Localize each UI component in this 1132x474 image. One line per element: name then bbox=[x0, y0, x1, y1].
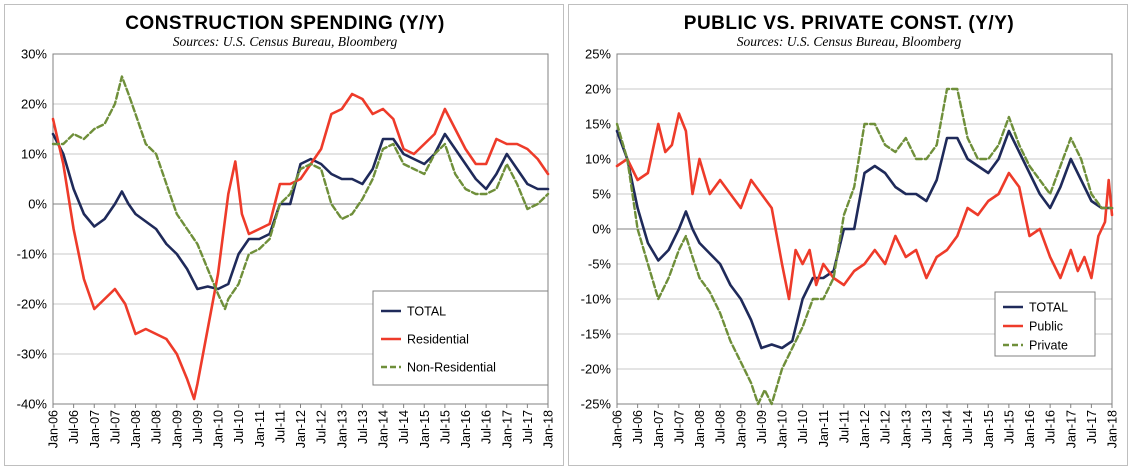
x-tick-label: Jul-15 bbox=[438, 410, 452, 444]
y-tick-label: -10% bbox=[17, 247, 48, 262]
y-tick-label: 20% bbox=[585, 82, 611, 97]
x-tick-label: Jan-12 bbox=[294, 410, 308, 448]
chart-subtitle: Sources: U.S. Census Bureau, Bloomberg bbox=[737, 34, 962, 49]
y-tick-label: 25% bbox=[585, 47, 611, 62]
chart-title: PUBLIC VS. PRIVATE CONST. (Y/Y) bbox=[684, 13, 1014, 34]
x-tick-label: Jul-11 bbox=[837, 410, 851, 443]
y-tick-label: 10% bbox=[21, 147, 47, 162]
series-line-total bbox=[615, 129, 1114, 350]
legend: TOTAL Public Private bbox=[994, 291, 1096, 357]
x-tick-label: Jan-12 bbox=[858, 410, 872, 448]
x-tick-label: Jan-17 bbox=[1064, 410, 1078, 448]
x-tick-label: Jul-08 bbox=[150, 410, 164, 444]
legend-label-residential: Residential bbox=[407, 333, 469, 347]
x-tick-label: Jul-06 bbox=[631, 410, 645, 444]
x-tick-label: Jan-07 bbox=[652, 410, 666, 448]
y-tick-label: -5% bbox=[588, 257, 612, 272]
x-tick-label: Jan-13 bbox=[899, 410, 913, 448]
construction-spending-chart-panel: CONSTRUCTION SPENDING (Y/Y) Sources: U.S.… bbox=[4, 4, 564, 466]
x-tick-label: Jul-09 bbox=[191, 410, 205, 444]
x-tick-label: Jul-13 bbox=[920, 410, 934, 444]
y-tick-label: 15% bbox=[585, 117, 611, 132]
y-tick-label: -25% bbox=[581, 397, 612, 412]
x-tick-label: Jan-10 bbox=[776, 410, 790, 448]
x-tick-label: Jan-11 bbox=[817, 410, 831, 447]
x-tick-label: Jul-16 bbox=[1044, 410, 1058, 444]
legend: TOTAL Residential Non-Residential bbox=[372, 290, 549, 386]
x-tick-label: Jul-07 bbox=[108, 410, 122, 444]
x-tick-label: Jul-14 bbox=[397, 410, 411, 444]
x-tick-label: Jul-17 bbox=[1085, 410, 1099, 444]
series-line-residential bbox=[51, 92, 550, 401]
legend-box bbox=[372, 290, 549, 386]
y-tick-label: 30% bbox=[21, 47, 47, 62]
x-tick-label: Jul-08 bbox=[714, 410, 728, 444]
x-tick-label: Jan-14 bbox=[941, 410, 955, 448]
x-tick-label: Jan-09 bbox=[734, 410, 748, 448]
x-tick-label: Jan-06 bbox=[611, 410, 625, 448]
public-vs-private-chart-panel: PUBLIC VS. PRIVATE CONST. (Y/Y) Sources: … bbox=[568, 4, 1128, 466]
x-tick-label: Jul-06 bbox=[67, 410, 81, 444]
x-tick-label: Jan-16 bbox=[1023, 410, 1037, 448]
legend-label-private: Private bbox=[1029, 339, 1068, 353]
y-tick-label: -10% bbox=[581, 292, 612, 307]
y-tick-label: 0% bbox=[592, 222, 611, 237]
y-tick-label: 10% bbox=[585, 152, 611, 167]
x-tick-label: Jan-13 bbox=[335, 410, 349, 448]
x-tick-label: Jul-13 bbox=[356, 410, 370, 444]
x-tick-label: Jan-09 bbox=[170, 410, 184, 448]
legend-label-total: TOTAL bbox=[1029, 301, 1068, 315]
legend-label-total: TOTAL bbox=[407, 305, 446, 319]
x-tick-label: Jul-16 bbox=[480, 410, 494, 444]
x-tick-label: Jul-10 bbox=[232, 410, 246, 444]
x-tick-label: Jan-08 bbox=[129, 410, 143, 448]
x-tick-label: Jan-07 bbox=[88, 410, 102, 448]
y-tick-label: -40% bbox=[17, 397, 48, 412]
legend-box bbox=[994, 291, 1096, 357]
y-tick-label: 5% bbox=[592, 187, 611, 202]
series-line-private bbox=[615, 87, 1114, 406]
x-tick-label: Jan-18 bbox=[1106, 410, 1120, 448]
x-tick-label: Jan-17 bbox=[500, 410, 514, 448]
x-tick-label: Jan-18 bbox=[542, 410, 556, 448]
chart-subtitle: Sources: U.S. Census Bureau, Bloomberg bbox=[173, 34, 398, 49]
legend-label-non-residential: Non-Residential bbox=[407, 361, 496, 375]
x-tick-label: Jul-12 bbox=[879, 410, 893, 444]
y-tick-label: -20% bbox=[581, 362, 612, 377]
x-tick-label: Jan-15 bbox=[982, 410, 996, 448]
x-tick-label: Jan-10 bbox=[212, 410, 226, 448]
x-tick-label: Jul-14 bbox=[961, 410, 975, 444]
x-tick-label: Jan-06 bbox=[47, 410, 61, 448]
x-tick-label: Jul-11 bbox=[273, 410, 287, 443]
x-tick-label: Jul-10 bbox=[796, 410, 810, 444]
x-tick-label: Jan-15 bbox=[418, 410, 432, 448]
x-tick-label: Jul-07 bbox=[672, 410, 686, 444]
y-tick-label: -30% bbox=[17, 347, 48, 362]
y-tick-label: -15% bbox=[581, 327, 612, 342]
public-vs-private-chart: PUBLIC VS. PRIVATE CONST. (Y/Y)Sources: … bbox=[581, 13, 1120, 448]
series-line-non-residential bbox=[51, 75, 550, 311]
y-tick-label: -20% bbox=[17, 297, 48, 312]
x-tick-label: Jul-17 bbox=[521, 410, 535, 444]
x-tick-label: Jul-12 bbox=[315, 410, 329, 444]
chart-title: CONSTRUCTION SPENDING (Y/Y) bbox=[125, 13, 445, 34]
x-tick-label: Jul-09 bbox=[755, 410, 769, 444]
series-line-public bbox=[615, 112, 1114, 301]
y-tick-label: 20% bbox=[21, 97, 47, 112]
y-tick-label: 0% bbox=[28, 197, 47, 212]
x-tick-label: Jan-16 bbox=[459, 410, 473, 448]
x-tick-label: Jan-08 bbox=[693, 410, 707, 448]
x-tick-label: Jan-11 bbox=[253, 410, 267, 447]
construction-spending-chart: CONSTRUCTION SPENDING (Y/Y)Sources: U.S.… bbox=[17, 13, 556, 448]
x-tick-label: Jul-15 bbox=[1002, 410, 1016, 444]
x-tick-label: Jan-14 bbox=[377, 410, 391, 448]
legend-label-public: Public bbox=[1029, 320, 1063, 334]
